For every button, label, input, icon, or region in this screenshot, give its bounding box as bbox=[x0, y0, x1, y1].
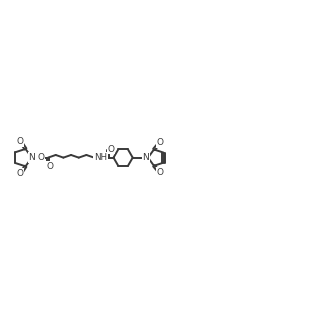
Text: N: N bbox=[143, 153, 149, 162]
Text: O: O bbox=[16, 137, 23, 146]
Text: O: O bbox=[37, 153, 44, 162]
Text: O: O bbox=[47, 162, 54, 171]
Text: NH: NH bbox=[94, 153, 107, 162]
Text: O: O bbox=[107, 145, 114, 153]
Text: O: O bbox=[157, 138, 164, 148]
Text: N: N bbox=[28, 153, 35, 162]
Text: O: O bbox=[157, 168, 164, 177]
Text: O: O bbox=[16, 169, 23, 178]
